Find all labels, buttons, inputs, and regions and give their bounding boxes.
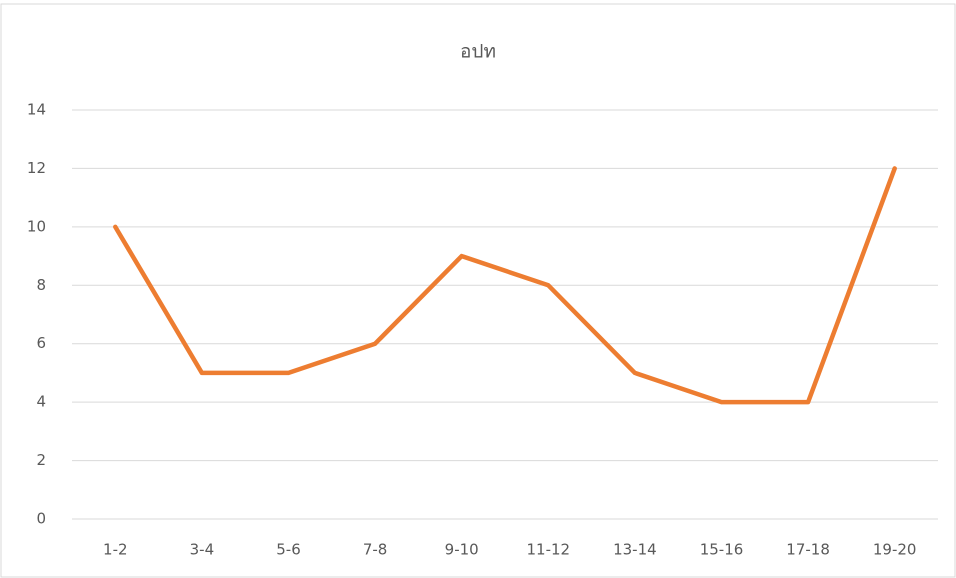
x-tick-label: 17-18	[786, 541, 830, 559]
y-tick-label: 4	[36, 393, 46, 411]
y-tick-label: 12	[27, 159, 46, 177]
x-tick-label: 5-6	[276, 541, 301, 559]
x-tick-label: 15-16	[700, 541, 744, 559]
chart-title: อปท	[460, 41, 496, 63]
y-tick-label: 8	[36, 276, 46, 294]
y-tick-label: 2	[36, 451, 46, 469]
x-tick-label: 13-14	[613, 541, 657, 559]
x-tick-label: 7-8	[363, 541, 388, 559]
x-tick-label: 11-12	[527, 541, 571, 559]
chart-border	[0, 3, 956, 578]
y-tick-label: 14	[27, 101, 46, 119]
x-tick-label: 1-2	[103, 541, 128, 559]
x-tick-label: 19-20	[873, 541, 917, 559]
y-tick-label: 0	[36, 510, 46, 528]
y-tick-label: 10	[27, 217, 46, 235]
x-tick-label: 3-4	[190, 541, 215, 559]
x-tick-label: 9-10	[445, 541, 479, 559]
line-series	[113, 166, 897, 405]
y-tick-label: 6	[36, 334, 46, 352]
